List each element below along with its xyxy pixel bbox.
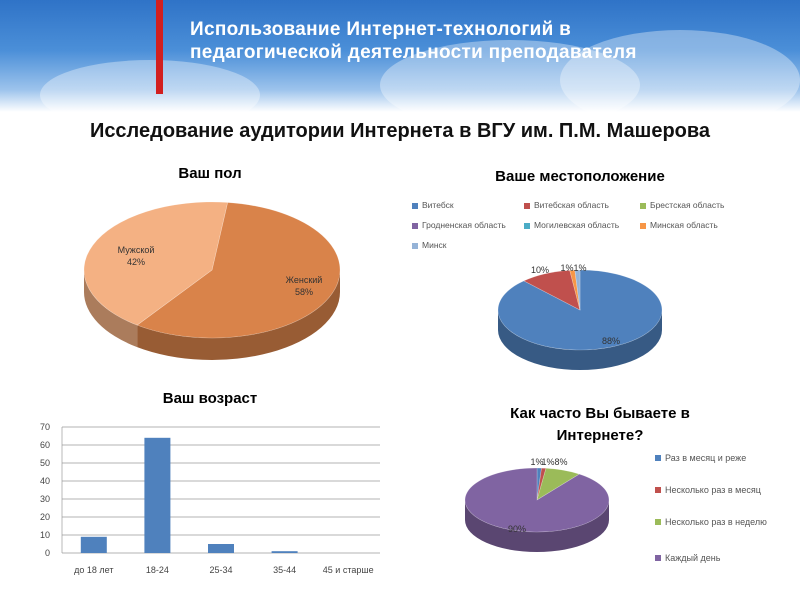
legend-label: Каждый день	[665, 553, 721, 563]
bar-chart-age: 0 10 20 30 40 50 60 70 до 18 лет 18-24 25-34 35-44 4…	[40, 422, 380, 575]
pie-pct-label: 88%	[602, 336, 620, 346]
pie-pct-label: 8%	[554, 457, 567, 467]
legend-swatch	[640, 202, 646, 209]
legend-label: Гродненская область	[422, 220, 506, 230]
pie-slice	[523, 270, 581, 311]
pie-pct-label: 1%	[560, 263, 573, 273]
y-tick-label: 70	[40, 422, 50, 432]
accent-bar	[156, 0, 163, 94]
legend-label: Несколько раз в неделю	[665, 517, 767, 527]
bar	[271, 551, 298, 553]
legend-label: Брестская область	[650, 200, 725, 210]
legend-label: Могилевская область	[534, 220, 620, 230]
legend-swatch	[655, 455, 661, 461]
pie-side	[498, 310, 662, 370]
banner-cloud	[380, 40, 640, 112]
pie-slice	[497, 269, 663, 351]
legend-swatch	[524, 222, 530, 229]
pie-slice	[536, 467, 581, 501]
bar	[144, 437, 171, 553]
x-tick-label: 45 и старше	[323, 565, 374, 575]
pie-chart-frequency: 1%1% 8%90%	[464, 457, 610, 552]
x-tick-label: 18-24	[146, 565, 169, 575]
legend-frequency: Раз в месяц и реже Несколько раз в месяц Н…	[655, 452, 795, 582]
pie-slice	[536, 467, 547, 501]
legend-item: Минская область	[640, 220, 718, 230]
pie-category-label: Женский	[286, 275, 323, 285]
banner-cloud	[560, 30, 800, 112]
legend-item: Витебск	[412, 200, 454, 210]
pie-slice	[136, 202, 341, 339]
legend-swatch	[524, 202, 530, 209]
chart-title-gender: Ваш пол	[178, 165, 242, 182]
pie-side	[84, 270, 138, 348]
chart-title-location: Ваше местоположение	[495, 168, 665, 185]
legend-item: Несколько раз в неделю	[655, 516, 783, 528]
y-tick-label: 0	[45, 548, 50, 558]
pie-pct-label: 1%	[573, 263, 586, 273]
banner-cloud	[40, 60, 260, 112]
pie-slice	[574, 269, 581, 311]
bar	[208, 544, 234, 553]
x-tick-label: 35-44	[273, 565, 296, 575]
legend-item: Несколько раз в месяц	[655, 484, 783, 496]
pie-pct-label: 58%	[295, 287, 313, 297]
pie-pct-label: 1%	[530, 457, 543, 467]
pie-category-label: Мужской	[118, 245, 155, 255]
chart-title-age: Ваш возраст	[162, 390, 258, 407]
legend-item: Могилевская область	[524, 220, 619, 230]
legend-swatch	[655, 555, 661, 561]
pie-slice	[83, 201, 228, 326]
legend-swatch	[412, 222, 418, 229]
y-tick-label: 50	[40, 458, 50, 468]
x-tick-label: 25-34	[209, 565, 232, 575]
y-tick-label: 20	[40, 512, 50, 522]
y-tick-label: 10	[40, 530, 50, 540]
header-title: Использование Интернет-технологий в педа…	[190, 19, 637, 63]
legend-swatch	[412, 242, 418, 249]
page-title: Исследование аудитории Интернета в ВГУ и…	[89, 120, 711, 142]
x-tick-label: до 18 лет	[74, 565, 113, 575]
legend-swatch	[655, 487, 661, 493]
legend-label: Витебск	[422, 200, 454, 210]
legend-label: Минская область	[650, 220, 718, 230]
pie-chart-location: 88% 10% 1% 1%	[497, 263, 663, 370]
pie-chart-gender: Женский 58% Мужской 42%	[83, 201, 341, 360]
legend-item: Брестская область	[640, 200, 724, 210]
legend-label: Несколько раз в месяц	[665, 485, 761, 495]
pie-pct-label: 10%	[531, 265, 549, 275]
legend-swatch	[412, 202, 418, 209]
chart-title-frequency: Как часто Вы бываете в Интернете?	[510, 405, 690, 444]
pie-slice	[569, 269, 581, 311]
y-tick-label: 30	[40, 494, 50, 504]
legend-swatch	[640, 222, 646, 229]
legend-location: Витебск Витебская область Брестская област…	[412, 200, 772, 260]
pie-side	[137, 270, 340, 360]
pie-slice	[536, 467, 542, 501]
legend-item: Минск	[412, 240, 447, 250]
bar	[80, 536, 107, 553]
legend-swatch	[655, 519, 661, 525]
legend-label: Раз в месяц и реже	[665, 453, 747, 463]
legend-item: Витебская область	[524, 200, 609, 210]
y-tick-label: 40	[40, 476, 50, 486]
header-banner	[0, 0, 800, 112]
legend-label: Минск	[422, 240, 447, 250]
legend-item: Каждый день	[655, 552, 783, 564]
pie-pct-label: 90%	[508, 524, 526, 534]
pie-slice	[464, 467, 610, 533]
y-tick-label: 60	[40, 440, 50, 450]
legend-item: Раз в месяц и реже	[655, 452, 783, 464]
legend-label: Витебская область	[534, 200, 609, 210]
pie-side	[465, 500, 609, 552]
pie-pct-label: 42%	[127, 257, 145, 267]
legend-item: Гродненская область	[412, 220, 506, 230]
pie-pct-label: 1%	[541, 457, 554, 467]
